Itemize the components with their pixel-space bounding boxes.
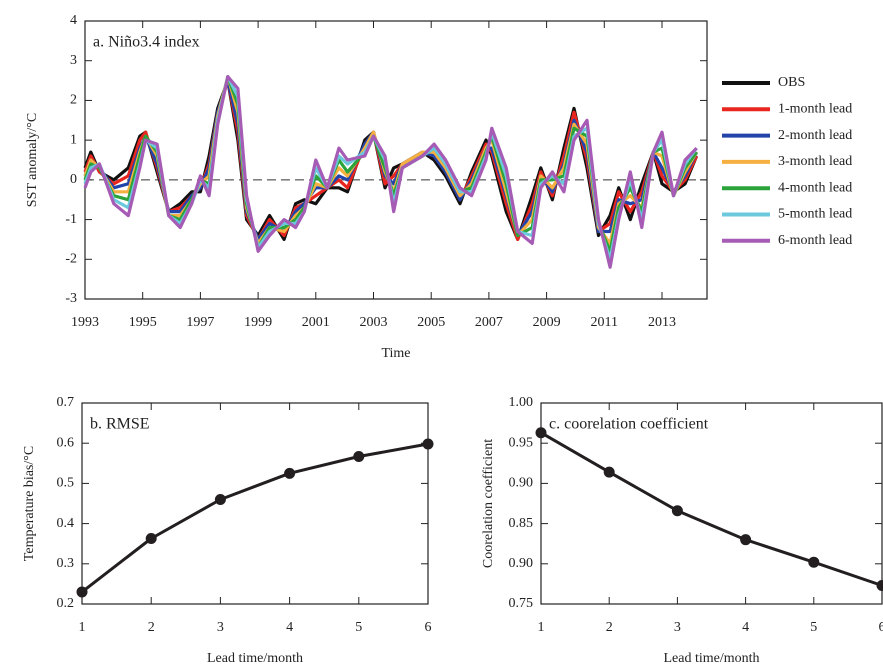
x-tick-label: 2009	[533, 315, 561, 330]
legend-label: OBS	[778, 75, 805, 90]
plot-frame	[84, 20, 708, 300]
x-tick-label: 2011	[591, 315, 618, 330]
x-axis-label: Lead time/month	[207, 651, 303, 666]
y-tick-label: 0.95	[509, 435, 534, 450]
marker	[876, 580, 883, 592]
y-tick-label: 4	[70, 13, 77, 28]
marker	[422, 438, 434, 450]
y-tick-label: 0.3	[57, 556, 75, 571]
marker	[353, 450, 365, 462]
x-tick-label: 2001	[302, 315, 330, 330]
x-tick-label: 1997	[186, 315, 214, 330]
y-tick-label: 0.75	[509, 596, 534, 611]
x-tick-label: 5	[355, 620, 362, 635]
legend-label: 2-month lead	[778, 128, 852, 143]
y-axis-label: Temperature bias/°C	[22, 446, 37, 561]
x-tick-label: 4	[742, 620, 749, 635]
x-tick-label: 1993	[71, 315, 99, 330]
x-tick-label: 6	[425, 620, 432, 635]
legend-label: 3-month lead	[778, 154, 852, 169]
y-axis-label: Coorelation coefficient	[481, 439, 496, 568]
plot-frame	[540, 402, 883, 605]
plot-frame	[81, 402, 429, 605]
x-tick-label: 1999	[244, 315, 272, 330]
legend-label: 4-month lead	[778, 180, 852, 195]
y-tick-label: -1	[65, 212, 77, 227]
x-tick-label: 3	[674, 620, 681, 635]
x-tick-label: 1	[79, 620, 86, 635]
marker	[535, 427, 547, 439]
x-tick-label: 3	[217, 620, 224, 635]
y-tick-label: 0.7	[57, 395, 75, 410]
y-tick-label: 0.5	[57, 476, 75, 491]
marker	[76, 586, 88, 598]
series-line	[81, 442, 429, 594]
x-axis-label: Time	[381, 346, 410, 361]
marker	[145, 532, 157, 544]
x-tick-label: 2007	[475, 315, 503, 330]
marker	[603, 466, 615, 478]
panel-title: b. RMSE	[90, 416, 150, 433]
marker	[808, 556, 820, 568]
x-axis-label: Lead time/month	[663, 651, 759, 666]
x-tick-label: 6	[879, 620, 883, 635]
marker	[214, 493, 226, 505]
x-tick-label: 2005	[417, 315, 445, 330]
marker	[671, 505, 683, 517]
marker	[284, 467, 296, 479]
marker	[740, 534, 752, 546]
panel-title: c. coorelation coefficient	[549, 416, 709, 433]
legend-label: 1-month lead	[778, 102, 852, 117]
x-tick-label: 2003	[359, 315, 387, 330]
y-tick-label: 2	[70, 93, 77, 108]
y-tick-label: 1.00	[509, 395, 534, 410]
x-tick-label: 5	[810, 620, 817, 635]
legend-label: 6-month lead	[778, 233, 852, 248]
y-tick-label: 0.90	[509, 476, 534, 491]
y-tick-label: 3	[70, 53, 77, 68]
legend-label: 5-month lead	[778, 207, 852, 222]
panel-title: a. Niño3.4 index	[93, 34, 200, 51]
y-tick-label: 0.4	[57, 516, 75, 531]
y-axis-label: SST anomaly/°C	[25, 113, 40, 207]
y-tick-label: -3	[65, 291, 77, 306]
y-tick-label: 0.2	[57, 596, 75, 611]
y-tick-label: 0.6	[57, 435, 75, 450]
y-tick-label: 0	[70, 172, 77, 187]
x-tick-label: 1	[538, 620, 545, 635]
x-tick-label: 1995	[129, 315, 157, 330]
x-tick-label: 2	[606, 620, 613, 635]
series-line	[83, 75, 698, 269]
x-tick-label: 2013	[648, 315, 676, 330]
y-tick-label: 0.90	[509, 556, 534, 571]
x-tick-label: 2	[148, 620, 155, 635]
x-tick-label: 4	[286, 620, 293, 635]
y-tick-label: -2	[65, 252, 77, 267]
y-tick-label: 1	[70, 132, 77, 147]
series-line	[540, 431, 883, 587]
y-tick-label: 0.85	[509, 516, 534, 531]
